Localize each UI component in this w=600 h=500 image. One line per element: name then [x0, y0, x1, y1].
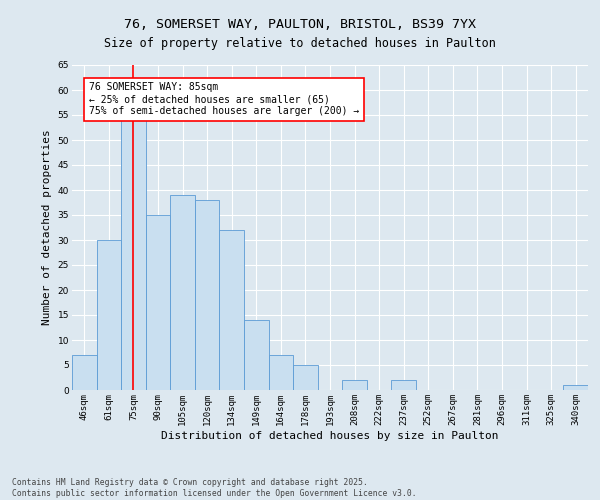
- Bar: [244, 320, 269, 390]
- Bar: [97, 240, 121, 390]
- Bar: [293, 365, 318, 390]
- Bar: [342, 380, 367, 390]
- Bar: [72, 355, 97, 390]
- Bar: [269, 355, 293, 390]
- Text: Size of property relative to detached houses in Paulton: Size of property relative to detached ho…: [104, 38, 496, 51]
- Bar: [391, 380, 416, 390]
- Bar: [146, 215, 170, 390]
- Y-axis label: Number of detached properties: Number of detached properties: [42, 130, 52, 326]
- X-axis label: Distribution of detached houses by size in Paulton: Distribution of detached houses by size …: [161, 430, 499, 440]
- Text: 76, SOMERSET WAY, PAULTON, BRISTOL, BS39 7YX: 76, SOMERSET WAY, PAULTON, BRISTOL, BS39…: [124, 18, 476, 30]
- Bar: [563, 385, 588, 390]
- Bar: [121, 120, 146, 390]
- Bar: [220, 230, 244, 390]
- Bar: [195, 200, 220, 390]
- Text: 76 SOMERSET WAY: 85sqm
← 25% of detached houses are smaller (65)
75% of semi-det: 76 SOMERSET WAY: 85sqm ← 25% of detached…: [89, 82, 359, 116]
- Text: Contains HM Land Registry data © Crown copyright and database right 2025.
Contai: Contains HM Land Registry data © Crown c…: [12, 478, 416, 498]
- Bar: [170, 195, 195, 390]
